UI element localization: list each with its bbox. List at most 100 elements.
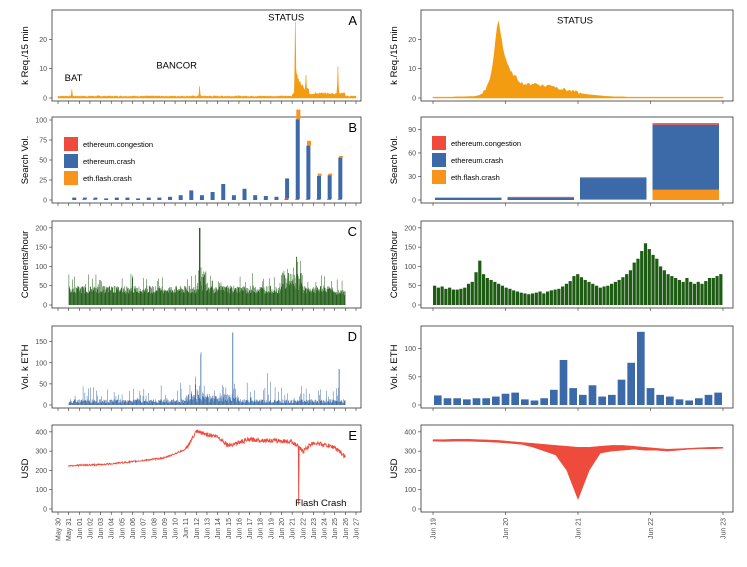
hour-bar bbox=[583, 279, 587, 305]
bar-ethereum.crash bbox=[295, 119, 300, 200]
x-tick-label: Jun 23 bbox=[721, 518, 728, 539]
bar-ethereum.crash bbox=[580, 178, 647, 200]
x-tick-label: Jun 06 bbox=[130, 518, 137, 539]
bar-eth.flash.crash bbox=[296, 109, 301, 120]
hour-bar bbox=[719, 274, 723, 305]
y-tick-label: 150 bbox=[404, 245, 416, 252]
y-tick-label: 100 bbox=[35, 487, 47, 494]
bar-ethereum.congestion bbox=[284, 198, 289, 200]
hour-bar bbox=[538, 291, 542, 305]
hour-bar bbox=[715, 276, 719, 305]
panel-C-right: 0 50 100 150 200 Comments/hour bbox=[389, 220, 734, 311]
bar-ethereum.congestion bbox=[327, 199, 332, 200]
bar-ethereum.crash bbox=[507, 197, 574, 200]
x-tick-label: Jun 08 bbox=[151, 518, 158, 539]
bar bbox=[463, 399, 471, 405]
y-tick-label: 0 bbox=[412, 507, 416, 514]
y-tick-label: 200 bbox=[404, 225, 416, 232]
hour-bar bbox=[579, 277, 584, 305]
hour-bar bbox=[636, 258, 640, 305]
hour-bar bbox=[643, 243, 648, 305]
bar-ethereum.crash bbox=[157, 197, 162, 200]
y-tick-label: 300 bbox=[35, 449, 47, 456]
y-tick-label: 0 bbox=[43, 403, 47, 410]
hour-bar bbox=[704, 281, 708, 305]
y-axis-label: Vol. k ETH bbox=[20, 344, 31, 389]
x-tick-label: Jun 04 bbox=[109, 518, 116, 539]
x-tick-label: Jun 21 bbox=[290, 518, 297, 539]
y-tick-label: 200 bbox=[404, 468, 416, 475]
hour-bar bbox=[512, 290, 516, 305]
x-tick-label: Jun 21 bbox=[576, 518, 583, 539]
y-tick-label: 400 bbox=[35, 429, 47, 436]
hour-bar bbox=[515, 291, 520, 305]
bar bbox=[704, 394, 713, 405]
annotation-status: STATUS bbox=[557, 16, 593, 27]
hour-bar bbox=[493, 281, 497, 305]
bar bbox=[598, 396, 606, 405]
y-tick-label: 10 bbox=[39, 66, 47, 73]
legend-label: eth.flash.crash bbox=[451, 173, 500, 182]
bar-ethereum.congestion bbox=[305, 199, 310, 200]
bar-ethereum.crash bbox=[274, 196, 279, 200]
hour-bar bbox=[561, 286, 565, 305]
legend-swatch bbox=[432, 136, 446, 150]
bar bbox=[482, 398, 490, 405]
y-tick-label: 50 bbox=[408, 374, 416, 381]
hour-bar bbox=[598, 287, 602, 305]
bar bbox=[550, 389, 558, 405]
bar bbox=[617, 379, 626, 405]
y-axis-label: k Req./15 min bbox=[389, 26, 400, 85]
x-tick-label: Jun 22 bbox=[648, 518, 655, 539]
hour-bar bbox=[651, 254, 655, 305]
y-tick-label: 0 bbox=[43, 198, 47, 205]
bar-ethereum.crash bbox=[72, 197, 77, 200]
hour-bar bbox=[542, 293, 546, 305]
panel-label: E bbox=[348, 428, 357, 443]
hour-bar bbox=[711, 278, 715, 305]
x-tick-label: Jun 18 bbox=[258, 518, 265, 539]
bar-ethereum.congestion bbox=[580, 177, 647, 179]
x-tick-label: Jun 14 bbox=[215, 518, 222, 539]
hour-bar bbox=[549, 290, 553, 305]
bar-eth.flash.crash bbox=[338, 156, 343, 158]
annotation-flash-crash: Flash Crash bbox=[295, 498, 346, 509]
y-tick-label: 20 bbox=[408, 37, 416, 44]
hour-bar bbox=[568, 281, 572, 305]
bar-ethereum.crash bbox=[168, 196, 173, 200]
hour-bar bbox=[681, 281, 685, 305]
y-tick-label: 0 bbox=[412, 198, 416, 205]
bar bbox=[666, 396, 674, 405]
hour-bar bbox=[685, 278, 689, 305]
legend: ethereum.congestion ethereum.crash eth.fla… bbox=[432, 136, 521, 184]
hour-bar bbox=[677, 279, 682, 305]
y-tick-label: 50 bbox=[39, 283, 47, 290]
legend-swatch bbox=[64, 154, 78, 168]
hour-bar bbox=[666, 274, 670, 305]
hour-bar bbox=[692, 283, 697, 305]
y-tick-label: 100 bbox=[404, 346, 416, 353]
hour-bar bbox=[478, 260, 482, 305]
hour-bar bbox=[625, 274, 629, 305]
y-tick-label: 25 bbox=[39, 178, 47, 185]
hour-bar bbox=[481, 274, 486, 305]
y-axis-label: Comments/hour bbox=[389, 231, 400, 299]
hour-bar bbox=[670, 276, 674, 305]
bar bbox=[453, 398, 461, 405]
bar-ethereum.crash bbox=[327, 175, 332, 200]
hour-bar bbox=[489, 279, 493, 305]
hour-bar bbox=[497, 283, 501, 305]
hour-bar bbox=[689, 281, 693, 305]
y-tick-label: 400 bbox=[404, 429, 416, 436]
bar-ethereum.crash bbox=[317, 176, 322, 200]
hour-bar bbox=[621, 277, 625, 305]
legend-background bbox=[428, 133, 558, 190]
bar-ethereum.crash bbox=[199, 195, 204, 200]
legend: ethereum.congestion ethereum.crash eth.fla… bbox=[64, 137, 153, 185]
request-area bbox=[57, 21, 357, 99]
x-tick-label: Jun 25 bbox=[332, 518, 339, 539]
bar-ethereum.congestion bbox=[507, 196, 574, 198]
annotation-status: STATUS bbox=[268, 13, 304, 24]
hour-bar bbox=[444, 288, 448, 305]
bar-eth.flash.crash bbox=[317, 173, 322, 176]
